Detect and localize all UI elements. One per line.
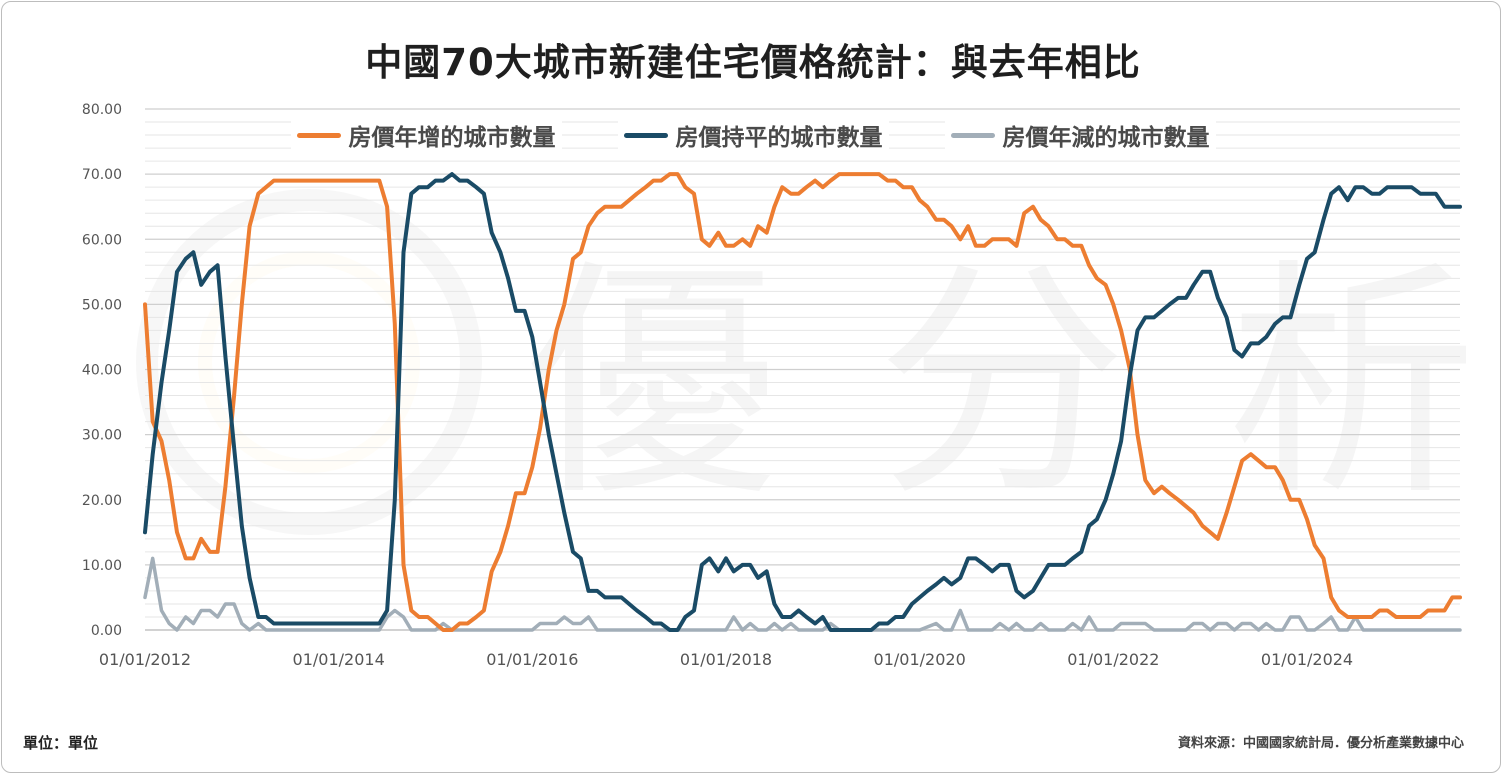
y-tick-label: 40.00 [82,363,122,379]
y-tick-label: 80.00 [82,102,122,118]
chart-title: 中國70大城市新建住宅價格統計：與去年相比 [365,41,1141,84]
y-axis-tick-labels: 0.00 10.00 20.00 30.00 40.00 50.00 60.00 70.00 8… [82,102,122,639]
legend-label-increase: 房價年增的城市數量 [348,125,556,151]
y-tick-label: 20.00 [82,493,122,509]
x-tick-label: 01/01/2014 [293,650,385,669]
y-tick-label: 30.00 [82,428,122,444]
x-tick-label: 01/01/2020 [874,650,966,669]
legend-label-decrease: 房價年減的城市數量 [1002,125,1210,151]
legend-item-increase: 房價年增的城市數量 [290,118,562,152]
y-tick-label: 70.00 [82,167,122,183]
unit-note: 單位：單位 [23,734,99,752]
series-line-1 [143,172,1462,632]
x-tick-label: 01/01/2018 [680,650,772,669]
y-tick-label: 0.00 [91,623,122,639]
x-axis-tick-labels: 01/01/2012 01/01/2014 01/01/2016 01/01/2018… [99,650,1353,669]
legend-swatch-decrease [950,132,995,138]
series-lines [143,172,1462,632]
series-line-0 [143,172,1462,632]
gridlines [145,108,1460,631]
chart-legend: 房價年增的城市數量 房價持平的城市數量 房價年減的城市數量 [2,118,1500,152]
x-tick-label: 01/01/2024 [1261,650,1353,669]
y-tick-label: 60.00 [82,232,122,248]
x-tick-label: 01/01/2016 [486,650,578,669]
x-tick-label: 01/01/2022 [1067,650,1159,669]
x-tick-label: 01/01/2012 [99,650,191,669]
source-note: 資料來源：中國國家統計局．優分析產業數據中心 [1177,736,1464,751]
legend-item-flat: 房價持平的城市數量 [617,118,889,152]
legend-swatch-flat [623,132,668,138]
watermark: 優分析 [136,189,1501,535]
y-tick-label: 50.00 [82,297,122,313]
watermark-text: 優分析 [527,238,1501,529]
legend-swatch-increase [296,132,341,138]
series-line-2 [143,556,1462,632]
legend-label-flat: 房價持平的城市數量 [675,125,883,151]
y-tick-label: 10.00 [82,558,122,574]
legend-item-decrease: 房價年減的城市數量 [944,118,1216,152]
